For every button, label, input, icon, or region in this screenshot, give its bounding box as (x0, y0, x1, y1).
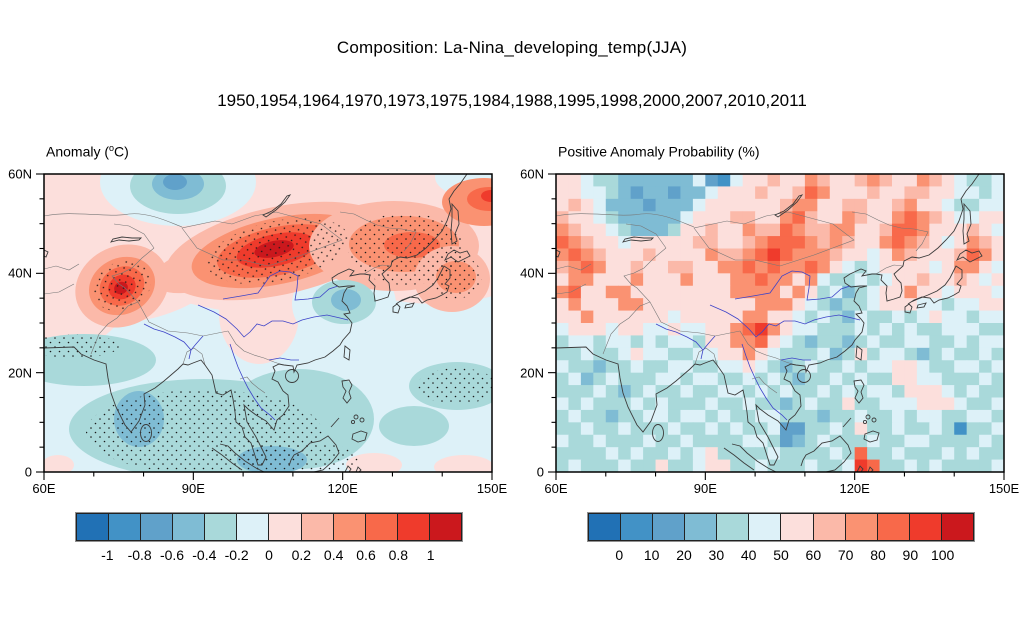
colorbar-tick-label: 90 (902, 547, 919, 563)
colorbar-box (812, 513, 846, 541)
lon-tick-label: 90E (693, 481, 717, 496)
colorbar-box (844, 513, 878, 541)
colorbar-box (396, 513, 430, 541)
colorbar-tick-label: 30 (708, 547, 725, 563)
colorbar-tick-label: 80 (870, 547, 886, 563)
anomaly-colorbar: -1 -0.8 -0.6 -0.4 -0.2 0 0.2 0.4 0.6 0.8 1 (75, 512, 463, 565)
colorbar-tick-label: 0 (615, 547, 624, 563)
colorbar-box (268, 513, 302, 541)
probability-map (548, 173, 1005, 480)
colorbar-tick-label: 10 (643, 547, 660, 563)
lon-tick-label: 150E (476, 481, 508, 496)
colorbar-tick-label: 50 (773, 547, 789, 563)
colorbar-box (236, 513, 270, 541)
probability-panel: Positive Anomaly Probability (%) 60N 40N 2… (520, 144, 1019, 496)
lat-tick-label: 40N (8, 265, 32, 281)
colorbar-tick-label: 0.6 (356, 547, 376, 563)
colorbar-tick-label: 70 (837, 547, 854, 563)
colorbar-box (620, 513, 654, 541)
colorbar-tick-label: 60 (805, 547, 822, 563)
lat-tick-label: 0 (536, 464, 544, 480)
colorbar-tick-label: -0.4 (192, 547, 217, 563)
probability-colorbar: 0 10 20 30 40 50 60 70 80 90 100 (587, 512, 975, 565)
colorbar-box (908, 513, 942, 541)
lon-tick-label: 120E (839, 481, 870, 496)
lat-tick-label: 40N (520, 265, 544, 281)
colorbar-tick-label: 0 (265, 547, 273, 563)
colorbar-tick-label: -1 (101, 547, 114, 563)
anomaly-panel: Anomaly (oC) 60N 40N 20N 0 60E 90E 120E 150E (8, 143, 507, 496)
colorbar-tick-label: -0.6 (159, 547, 185, 563)
colorbar-tick-label: 0.2 (291, 547, 312, 563)
anomaly-colorbar-boxes (75, 512, 463, 542)
colorbar-box (652, 513, 686, 541)
colorbar-box (940, 513, 974, 541)
figure-title: Composition: La-Nina_developing_temp(JJA… (336, 38, 688, 57)
colorbar-tick-label: -0.2 (224, 547, 249, 563)
colorbar-box (76, 513, 110, 541)
colorbar-tick-label: 0.8 (388, 547, 409, 563)
anomaly-map (36, 173, 493, 480)
lat-tick-label: 20N (520, 365, 544, 381)
anomaly-panel-title: Anomaly (oC) (46, 143, 129, 160)
lat-tick-label: 60N (520, 166, 544, 182)
colorbar-tick-label: 100 (930, 547, 955, 563)
lat-tick-label: 0 (24, 464, 32, 480)
lon-tick-label: 90E (181, 481, 205, 496)
colorbar-box (364, 513, 398, 541)
colorbar-box (204, 513, 238, 541)
colorbar-box (140, 513, 174, 541)
probability-colorbar-ticks: 0 10 20 30 40 50 60 70 80 90 100 (587, 547, 975, 565)
colorbar-tick-label: 40 (740, 547, 757, 563)
colorbar-box (172, 513, 206, 541)
composite-years: 1950,1954,1964,1970,1973,1975,1984,1988,… (217, 91, 807, 110)
lon-tick-label: 150E (988, 481, 1020, 496)
colorbar-box (300, 513, 334, 541)
lat-tick-label: 20N (8, 365, 32, 381)
lon-tick-label: 60E (544, 481, 568, 496)
colorbar-box (748, 513, 782, 541)
probability-panel-title: Positive Anomaly Probability (%) (558, 143, 760, 160)
colorbar-box (332, 513, 366, 541)
colorbar-box (716, 513, 750, 541)
colorbar-tick-label: 1 (426, 547, 435, 563)
colorbar-tick-label: 0.4 (323, 547, 344, 563)
colorbar-tick-label: 20 (676, 547, 692, 563)
lat-tick-label: 60N (8, 166, 32, 182)
colorbar-box (780, 513, 814, 541)
colorbar-box (588, 513, 622, 541)
colorbar-box (108, 513, 142, 541)
lon-tick-label: 60E (32, 481, 56, 496)
anomaly-colorbar-ticks: -1 -0.8 -0.6 -0.4 -0.2 0 0.2 0.4 0.6 0.8 1 (75, 547, 463, 565)
probability-colorbar-boxes (587, 512, 975, 542)
colorbar-tick-label: -0.8 (127, 547, 152, 563)
colorbar-box (684, 513, 718, 541)
lon-tick-label: 120E (327, 481, 358, 496)
colorbar-box (428, 513, 462, 541)
colorbar-box (876, 513, 910, 541)
